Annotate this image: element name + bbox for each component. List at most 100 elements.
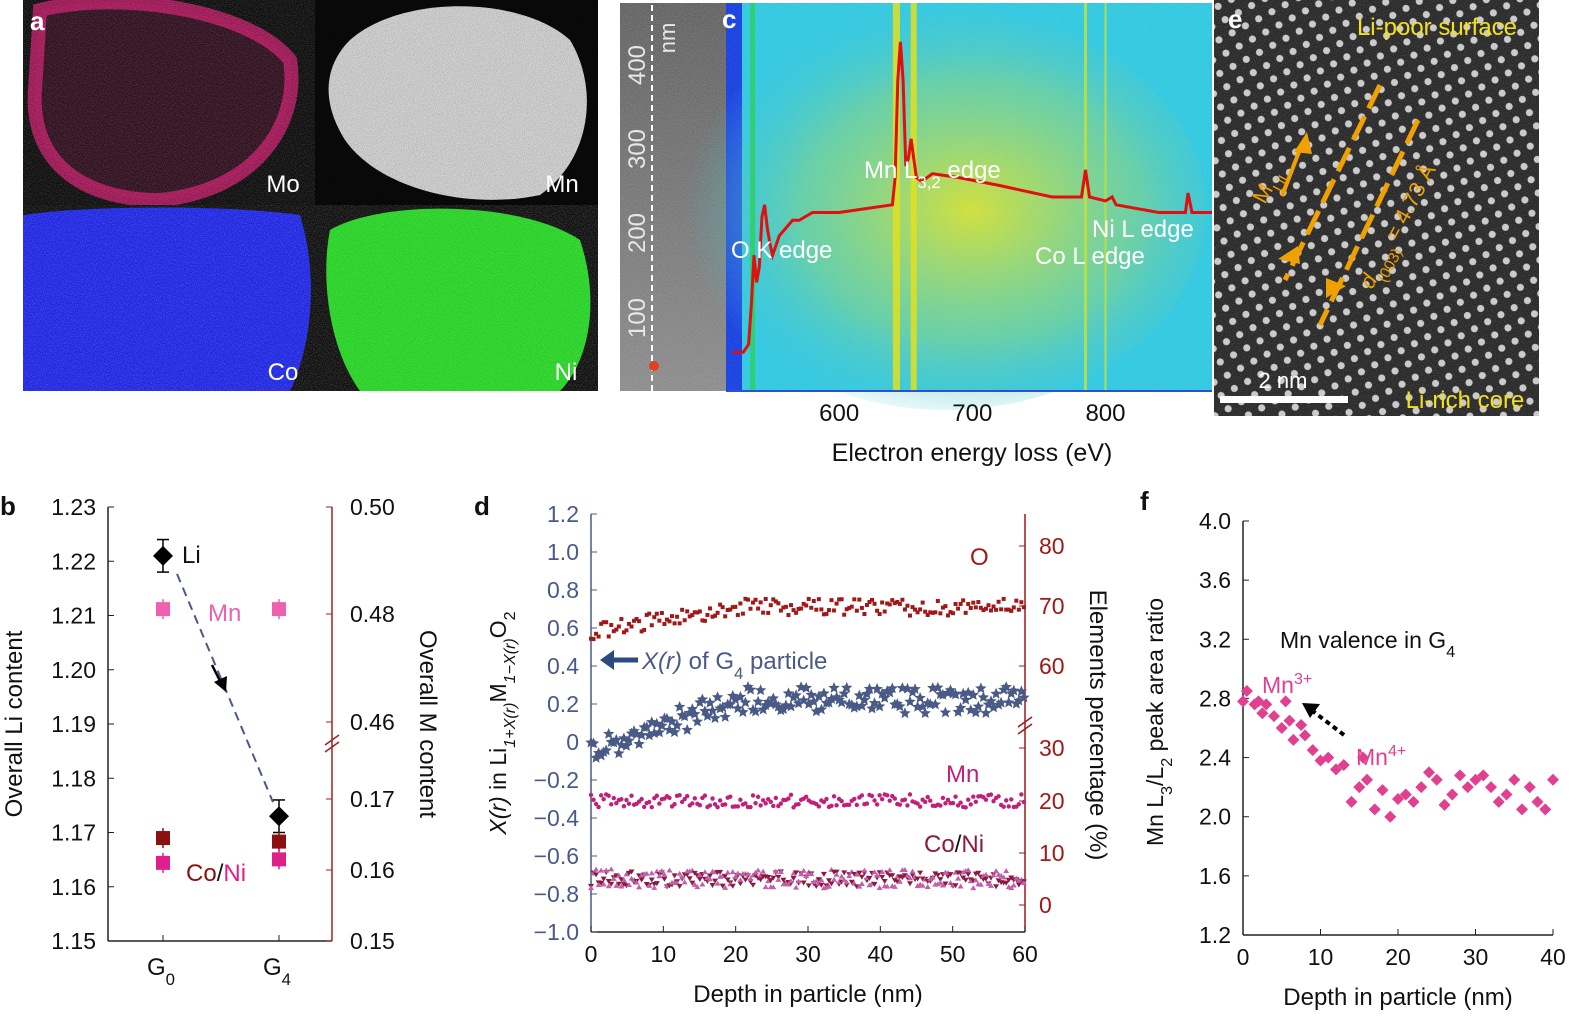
o-marker xyxy=(609,623,614,628)
map-label-mo: Mo xyxy=(266,171,299,198)
o-marker xyxy=(804,603,809,608)
o-marker xyxy=(994,607,999,612)
mn-marker xyxy=(915,801,920,806)
co-marker xyxy=(696,877,703,883)
ni-marker xyxy=(156,855,170,870)
mn-marker xyxy=(988,792,994,797)
o-marker xyxy=(859,605,864,610)
mn-marker xyxy=(717,798,723,803)
mn-marker xyxy=(831,794,837,799)
o-marker xyxy=(599,621,604,626)
ratio-marker xyxy=(1461,781,1474,794)
ni-marker xyxy=(272,852,286,867)
x-tick-label: 20 xyxy=(1385,944,1411,970)
ni-marker xyxy=(706,876,713,882)
o-marker xyxy=(983,606,988,611)
x-r-marker xyxy=(813,690,825,702)
mn-marker xyxy=(879,796,885,802)
ratio-marker xyxy=(1469,773,1482,786)
o-marker xyxy=(763,597,768,602)
y-tick-label: 2.4 xyxy=(1199,745,1231,771)
mn-marker xyxy=(824,796,829,802)
y-tick-label: 1.16 xyxy=(51,874,96,900)
o-marker xyxy=(890,598,895,603)
x-r-marker xyxy=(919,707,931,719)
x-r-marker xyxy=(742,681,754,692)
x-r-marker xyxy=(587,737,600,749)
mn-marker xyxy=(611,795,616,801)
o-marker xyxy=(938,611,943,616)
y-tick-label: 1.23 xyxy=(51,494,96,520)
ni-marker xyxy=(988,882,995,888)
depth-tick-label: 200 xyxy=(624,213,651,253)
ratio-marker xyxy=(1260,698,1273,711)
ni-marker xyxy=(906,875,913,881)
panel-f-chart: f 1.2 1.6 2.0 2.4 2.8 3.2 3.6 4.0 0 10 20 30 40 Depth … xyxy=(1140,486,1566,1011)
y-tick-right-label: 20 xyxy=(1039,788,1065,814)
ratio-marker xyxy=(1268,710,1280,723)
map-label-ni: Ni xyxy=(555,359,578,386)
o-marker xyxy=(680,607,685,612)
co-marker xyxy=(686,876,693,882)
co-marker xyxy=(750,882,757,888)
x-r-marker xyxy=(767,692,779,704)
ni-marker xyxy=(788,878,795,884)
y-axis-right-title: Elements percentage (%) xyxy=(1084,590,1111,861)
x-r-marker xyxy=(716,701,729,713)
edge-label-ni: Ni L edge xyxy=(1092,216,1194,243)
ni-marker xyxy=(967,878,974,884)
x-r-marker xyxy=(929,698,941,710)
x-r-marker xyxy=(856,699,868,711)
x-r-marker xyxy=(709,712,721,724)
y-tick-right-label: 0.15 xyxy=(350,928,395,954)
ratio-marker xyxy=(1430,773,1443,786)
mn-marker xyxy=(773,795,779,801)
o-marker xyxy=(799,606,804,611)
ratio-marker xyxy=(1415,781,1428,794)
o-marker xyxy=(606,634,611,639)
o-marker xyxy=(821,612,826,617)
y-axis-right-title: Overall M content xyxy=(414,630,441,818)
x-tick-label: 10 xyxy=(1308,944,1334,970)
ni-marker xyxy=(831,876,838,882)
ni-marker xyxy=(934,881,941,887)
mn-marker xyxy=(156,602,170,617)
o-marker xyxy=(887,602,892,607)
x-r-marker xyxy=(1003,696,1015,708)
o-marker xyxy=(910,605,915,610)
edge-band xyxy=(910,3,917,391)
ni-marker xyxy=(803,873,810,879)
co-marker xyxy=(653,881,660,887)
y-tick-label: 1.17 xyxy=(51,820,96,846)
mn-marker xyxy=(864,801,870,806)
map-noise xyxy=(23,0,315,205)
mn-marker xyxy=(973,799,979,805)
ni-marker xyxy=(798,871,805,877)
o-marker xyxy=(700,618,705,623)
x-r-marker xyxy=(949,688,962,700)
x-r-marker xyxy=(600,744,612,756)
o-marker xyxy=(920,600,925,605)
ratio-marker xyxy=(1275,722,1288,734)
mn-marker xyxy=(672,802,677,807)
o-marker xyxy=(857,597,862,602)
co-marker xyxy=(942,881,949,887)
ratio-marker xyxy=(1361,773,1373,786)
x-r-marker xyxy=(873,700,886,712)
panel-letter-b: b xyxy=(0,491,16,521)
ni-marker xyxy=(623,871,630,877)
o-marker xyxy=(675,614,680,619)
o-marker xyxy=(981,608,986,613)
o-marker xyxy=(902,607,907,612)
x-tick-label: 30 xyxy=(795,941,821,967)
ni-marker xyxy=(603,867,610,873)
ni-marker xyxy=(734,870,741,876)
co-marker xyxy=(719,883,726,889)
valence-arrow xyxy=(1312,710,1346,737)
label-part: / xyxy=(955,831,962,858)
x-r-marker xyxy=(668,726,681,738)
label-part: 1+X(r) xyxy=(501,703,519,748)
mn-marker xyxy=(847,802,852,807)
label-part: 4 xyxy=(1446,643,1455,661)
